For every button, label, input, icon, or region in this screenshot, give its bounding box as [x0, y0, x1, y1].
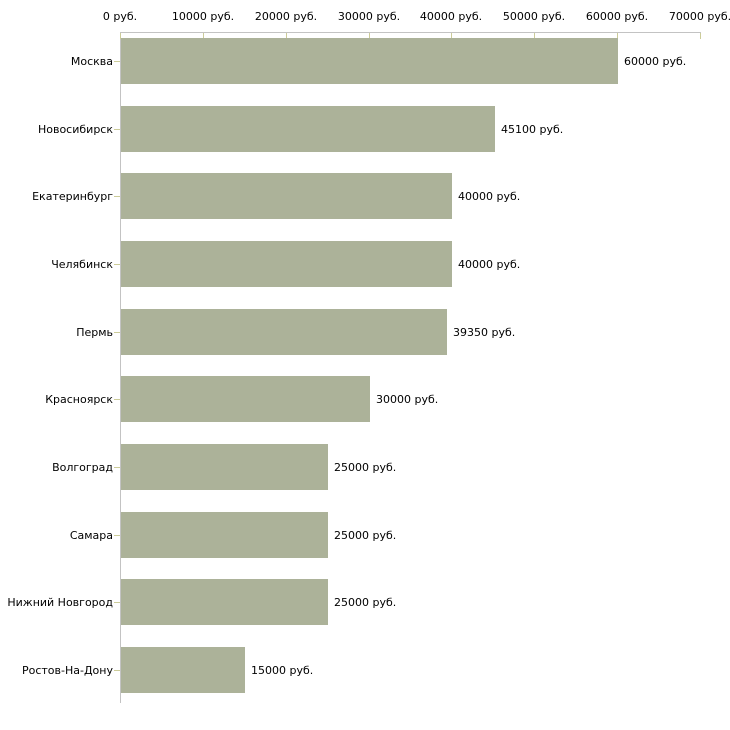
- bar: [121, 173, 452, 219]
- x-axis-tick-mark: [120, 33, 121, 39]
- value-label: 45100 руб.: [501, 122, 564, 136]
- x-axis-line: [120, 32, 701, 33]
- value-label: 15000 руб.: [251, 663, 314, 677]
- category-label: Челябинск: [51, 257, 113, 271]
- category-label: Москва: [70, 54, 113, 68]
- category-label: Екатеринбург: [32, 189, 113, 203]
- y-axis-tick-mark: [114, 670, 120, 671]
- bar: [121, 647, 245, 693]
- y-axis-line: [120, 32, 121, 703]
- y-axis-tick-mark: [114, 264, 120, 265]
- value-label: 25000 руб.: [334, 595, 397, 609]
- value-label: 39350 руб.: [453, 325, 516, 339]
- bar: [121, 444, 328, 490]
- category-label: Ростов-На-Дону: [21, 663, 113, 677]
- value-label: 40000 руб.: [458, 257, 521, 271]
- value-label: 25000 руб.: [334, 528, 397, 542]
- x-axis-tick-mark: [451, 33, 452, 39]
- bar: [121, 579, 328, 625]
- bar: [121, 512, 328, 558]
- category-label: Волгоград: [52, 460, 113, 474]
- bar: [121, 309, 447, 355]
- category-label: Самара: [69, 528, 113, 542]
- x-axis-tick-mark: [203, 33, 204, 39]
- bar: [121, 376, 370, 422]
- y-axis-tick-mark: [114, 129, 120, 130]
- bar: [121, 241, 452, 287]
- y-axis-tick-mark: [114, 535, 120, 536]
- category-label: Нижний Новгород: [7, 595, 113, 609]
- y-axis-tick-mark: [114, 61, 120, 62]
- category-label: Красноярск: [45, 392, 113, 406]
- value-label: 30000 руб.: [376, 392, 439, 406]
- x-axis-tick-label: 30000 руб.: [337, 10, 401, 23]
- y-axis-tick-mark: [114, 602, 120, 603]
- y-axis-tick-mark: [114, 399, 120, 400]
- y-axis-tick-mark: [114, 467, 120, 468]
- category-label: Новосибирск: [37, 122, 113, 136]
- x-axis-tick-label: 60000 руб.: [585, 10, 649, 23]
- y-axis-tick-mark: [114, 196, 120, 197]
- value-label: 60000 руб.: [624, 54, 687, 68]
- x-axis-tick-label: 20000 руб.: [254, 10, 318, 23]
- x-axis-tick-label: 50000 руб.: [502, 10, 566, 23]
- x-axis-tick-mark: [617, 33, 618, 39]
- x-axis-tick-label: 70000 руб.: [668, 10, 730, 23]
- x-axis-tick-mark: [286, 33, 287, 39]
- x-axis-tick-mark: [534, 33, 535, 39]
- y-axis-tick-mark: [114, 332, 120, 333]
- x-axis-tick-mark: [369, 33, 370, 39]
- bar: [121, 106, 495, 152]
- value-label: 40000 руб.: [458, 189, 521, 203]
- category-label: Пермь: [76, 325, 113, 339]
- x-axis-tick-label: 0 руб.: [102, 10, 138, 23]
- x-axis-tick-label: 10000 руб.: [171, 10, 235, 23]
- bar: [121, 38, 618, 84]
- value-label: 25000 руб.: [334, 460, 397, 474]
- x-axis-tick-mark: [700, 33, 701, 39]
- x-axis-tick-label: 40000 руб.: [419, 10, 483, 23]
